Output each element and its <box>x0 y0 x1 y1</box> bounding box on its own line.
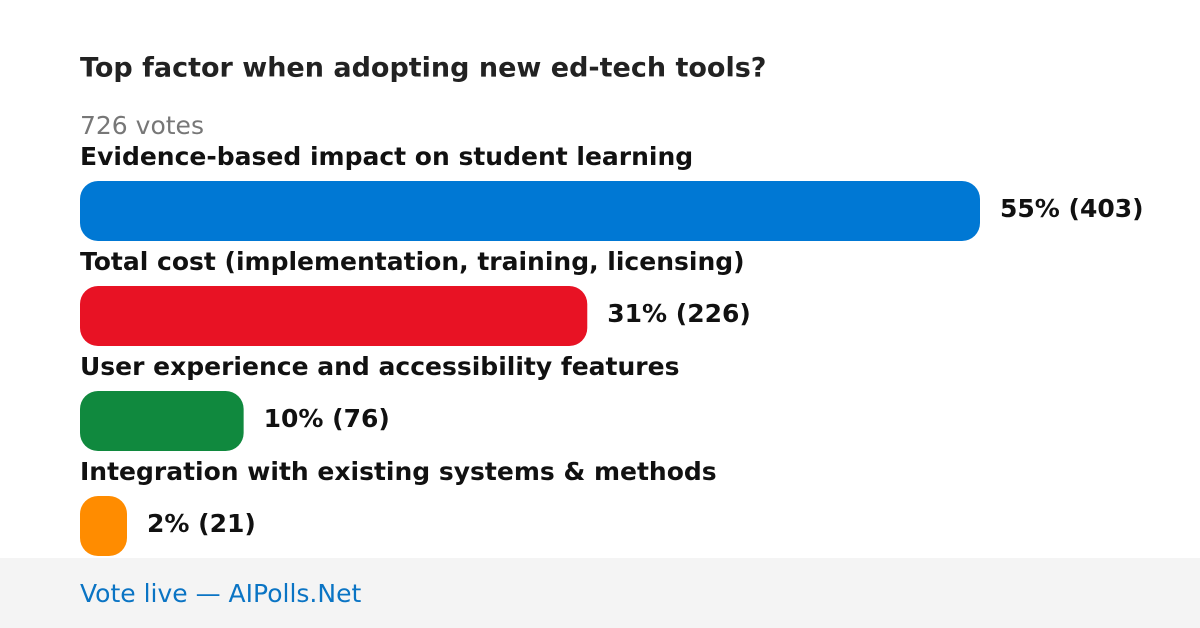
value-label: 55% (403) <box>1000 194 1144 223</box>
value-label: 10% (76) <box>264 404 390 433</box>
bar <box>80 496 127 556</box>
value-label: 2% (21) <box>147 509 256 538</box>
bar <box>80 286 588 346</box>
option-label: Evidence-based impact on student learnin… <box>80 142 693 171</box>
bar <box>80 391 244 451</box>
footer-bar <box>0 558 1200 628</box>
footer-link[interactable]: Vote live — AIPolls.Net <box>80 579 361 608</box>
chart-title: Top factor when adopting new ed-tech too… <box>80 53 766 84</box>
vote-count: 726 votes <box>80 111 204 140</box>
option-label: User experience and accessibility featur… <box>80 352 679 381</box>
value-label: 31% (226) <box>607 299 751 328</box>
option-label: Total cost (implementation, training, li… <box>80 247 745 276</box>
bar <box>80 181 980 241</box>
option-label: Integration with existing systems & meth… <box>80 457 717 486</box>
